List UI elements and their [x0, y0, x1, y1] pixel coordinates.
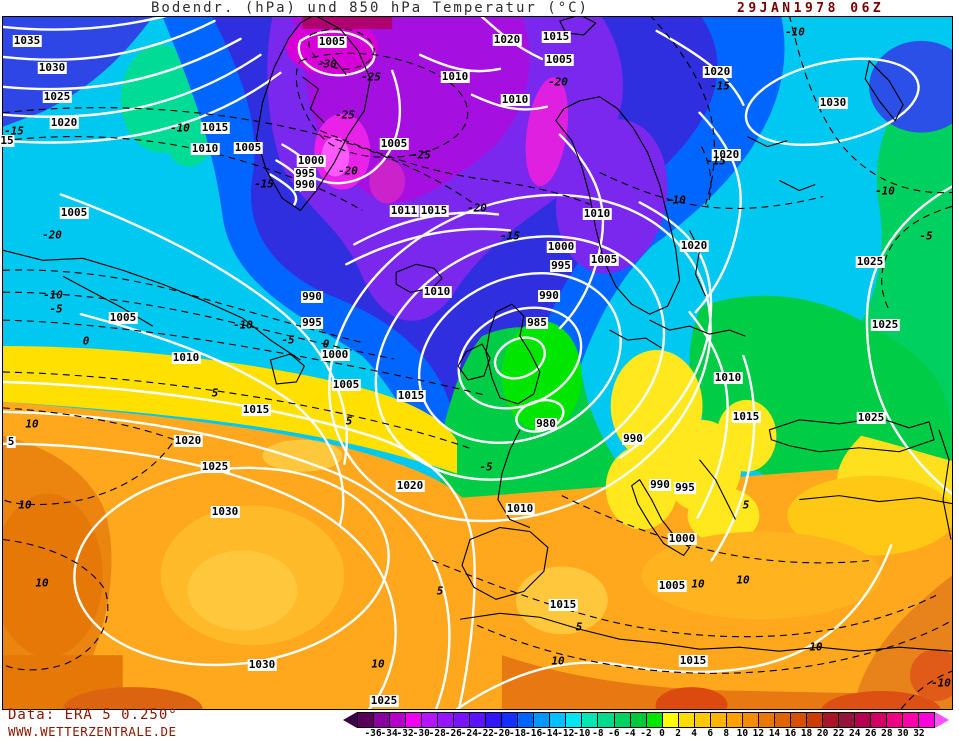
temperature-field	[3, 17, 952, 709]
colorbar-tick-label: -18	[508, 728, 527, 739]
colorbar-tick-label: -24	[460, 728, 478, 739]
colorbar-cell	[790, 713, 807, 727]
colorbar-cell	[374, 713, 391, 727]
colorbar-tick-label: 2	[675, 728, 681, 739]
colorbar-tick-label: -26	[444, 728, 462, 739]
colorbar-tick-label: 26	[865, 728, 877, 739]
colorbar-tick-label: 4	[691, 728, 698, 739]
colorbar-tick-label: 18	[800, 728, 813, 739]
colorbar-cell	[822, 713, 839, 727]
colorbar-cell	[390, 713, 407, 727]
colorbar-tick-label: 22	[832, 728, 845, 739]
temperature-contours	[3, 17, 952, 709]
colorbar-tick-label: -36	[364, 728, 382, 739]
colorbar-tick-label: -30	[412, 728, 430, 739]
colorbar-cell	[518, 713, 535, 727]
colorbar-cell	[694, 713, 711, 727]
colorbar-tick-label: -10	[573, 728, 591, 739]
colorbar-tick-label: 30	[897, 728, 909, 739]
colorbar-cell	[903, 713, 920, 727]
colorbar-tick-label: 8	[723, 728, 730, 739]
colorbar-cell	[662, 713, 679, 727]
colorbar-tick-label: 0	[659, 728, 665, 739]
colorbar-cell	[422, 713, 439, 727]
colorbar-tick-label: -14	[541, 728, 559, 739]
colorbar-cell	[887, 713, 904, 727]
colorbar-cell	[678, 713, 695, 727]
colorbar-cell	[742, 713, 759, 727]
colorbar-cell	[919, 713, 935, 727]
colorbar-right-arrow	[935, 712, 949, 728]
timestamp: 29JAN1978 06Z	[737, 1, 885, 16]
colorbar-cell	[358, 713, 375, 727]
colorbar-tick-label: -22	[476, 728, 495, 739]
colorbar-cell	[582, 713, 599, 727]
colorbar-row	[343, 712, 949, 728]
map-title: Bodendr. (hPa) und 850 hPa Temperatur (°…	[150, 0, 589, 16]
colorbar-cell	[502, 713, 519, 727]
colorbar-tick-label: 10	[736, 728, 749, 739]
colorbar-cell	[710, 713, 727, 727]
colorbar-tick-label: 14	[768, 728, 781, 739]
colorbar-cell	[470, 713, 487, 727]
colorbar-tick-label: -16	[525, 728, 543, 739]
colorbar-cell	[550, 713, 567, 727]
colorbar-cell	[406, 713, 423, 727]
colorbar-tick-label: -12	[557, 728, 575, 739]
colorbar-cell	[630, 713, 647, 727]
colorbar-left-arrow	[343, 712, 357, 728]
map-canvas	[2, 16, 953, 710]
colorbar-cell	[486, 713, 503, 727]
website-text: WWW.WETTERZENTRALE.DE	[8, 724, 177, 739]
colorbar-tick-label: 20	[816, 728, 829, 739]
temperature-colorbar: -36 -34 -32 -30 -28 -26 -24 -22 -20 -18 -16 -14 -12-…	[343, 712, 949, 740]
colorbar-cell	[566, 713, 583, 727]
data-source-text: Data: ERA 5 0.250°	[8, 707, 178, 723]
colorbar-tick-label: -4	[624, 728, 636, 739]
colorbar-cell	[598, 713, 615, 727]
colorbar-cell	[646, 713, 663, 727]
colorbar-cells	[357, 712, 935, 728]
header: Bodendr. (hPa) und 850 hPa Temperatur (°…	[0, 0, 959, 16]
colorbar-cell	[614, 713, 631, 727]
colorbar-cell	[871, 713, 888, 727]
colorbar-tick-label: 6	[707, 728, 714, 739]
colorbar-cell	[806, 713, 823, 727]
colorbar-cell	[726, 713, 743, 727]
colorbar-tick-label: -32	[396, 728, 414, 739]
map-art	[3, 17, 952, 709]
colorbar-ticks: -36 -34 -32 -30 -28 -26 -24 -22 -20 -18 -16 -14 -12-…	[343, 728, 949, 740]
colorbar-cell	[758, 713, 775, 727]
colorbar-tick-label: 24	[848, 728, 861, 739]
colorbar-tick-label: -34	[380, 728, 398, 739]
colorbar-cell	[454, 713, 471, 727]
colorbar-tick-label: -8	[592, 728, 604, 739]
colorbar-cell	[774, 713, 791, 727]
colorbar-cell	[854, 713, 871, 727]
colorbar-tick-label: -28	[428, 728, 446, 739]
colorbar-cell	[534, 713, 551, 727]
colorbar-tick-label: 28	[881, 728, 893, 739]
colorbar-tick-label: -20	[492, 728, 511, 739]
colorbar-tick-label: -2	[640, 728, 652, 739]
colorbar-tick-label: 32	[913, 728, 925, 739]
colorbar-tick-label: 12	[752, 728, 765, 739]
colorbar-cell	[838, 713, 855, 727]
isobars	[3, 17, 952, 709]
colorbar-cell	[438, 713, 455, 727]
colorbar-tick-label: -6	[608, 728, 620, 739]
colorbar-tick-label: 16	[784, 728, 797, 739]
